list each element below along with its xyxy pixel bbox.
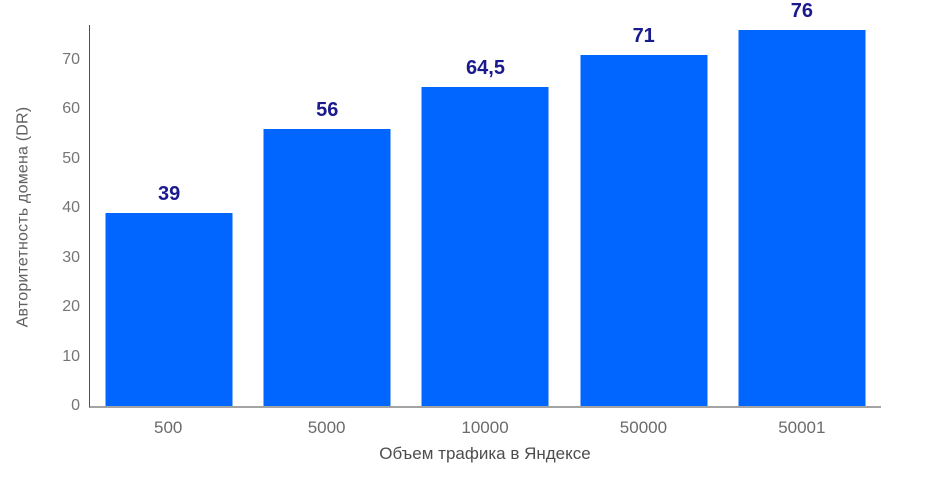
x-tick-label: 10000 [461,418,509,437]
y-tick-label: 70 [62,51,80,69]
bar [421,87,549,406]
x-tick-label: 5000 [307,418,346,437]
bar-slot: 56 [248,25,406,406]
bar-value-label: 64,5 [466,57,505,80]
bar-slot: 64,5 [406,25,564,406]
plot-area: 0 10 20 30 40 50 60 70 39 56 64,5 71 76 [62,1,881,414]
bar-value-label: 39 [157,183,181,206]
y-tick-label: 60 [62,100,80,118]
x-axis-ticks: 500 5000 10000 50000 50001 [89,414,881,438]
y-tick-label: 40 [62,199,80,217]
bar [105,213,233,406]
x-tick-label: 50000 [619,418,668,437]
bar [263,129,391,406]
bar-slot: 71 [565,25,723,406]
bar [738,30,866,406]
y-tick-label: 10 [62,347,80,365]
bar-slot: 76 [723,1,881,406]
bar-value-label: 56 [316,99,339,122]
y-axis-title-text: Авторитетность домена (DR) [14,106,32,327]
x-tick-label: 500 [154,418,183,437]
x-axis-title: Объем трафика в Яндексе [379,444,591,463]
bar-value-label: 76 [790,0,814,23]
bar-slot: 39 [90,25,248,406]
y-tick-label: 20 [62,298,80,316]
x-tick-label: 50001 [778,418,826,437]
y-tick-label: 30 [62,248,80,266]
bar-value-label: 71 [632,25,655,48]
y-tick-label: 50 [62,149,80,167]
y-tick-label: 0 [71,397,80,414]
bar [580,55,708,406]
